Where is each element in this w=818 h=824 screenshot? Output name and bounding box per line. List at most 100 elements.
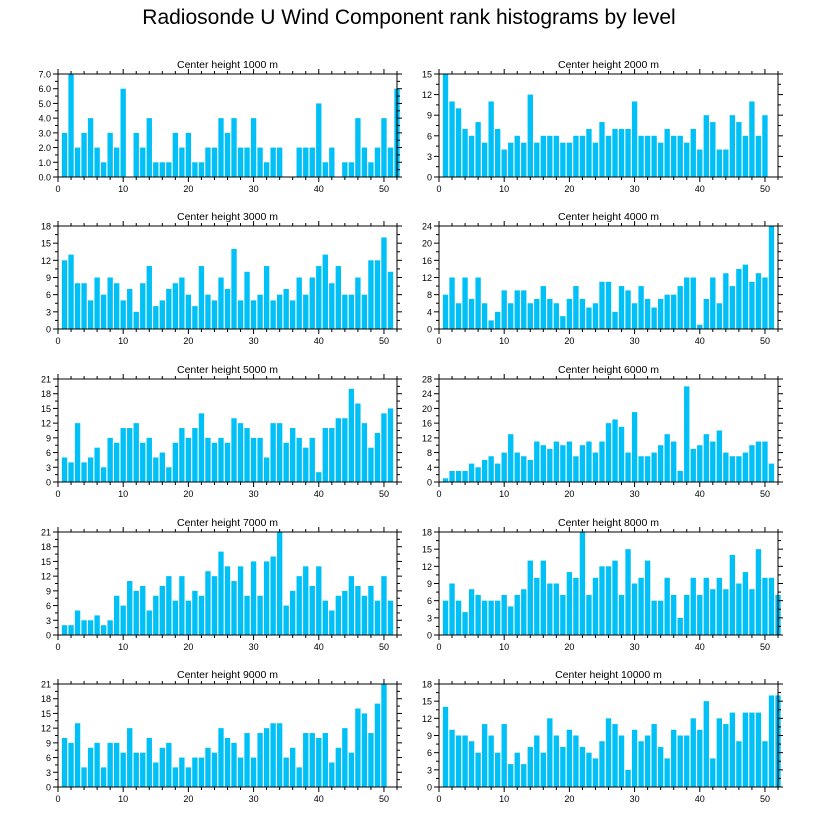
histogram-bar <box>348 576 355 635</box>
histogram-bar <box>81 620 87 635</box>
histogram-bar <box>442 600 449 635</box>
histogram-bar <box>462 470 468 482</box>
panel-title: Center height 5000 m <box>177 364 278 376</box>
histogram-bar <box>573 456 579 482</box>
histogram-bar <box>664 434 670 482</box>
y-tick-label: 0 <box>427 325 432 335</box>
histogram-bar <box>244 733 250 787</box>
histogram-bar <box>309 277 315 329</box>
histogram-bar <box>651 600 657 635</box>
histogram-bar <box>729 286 736 329</box>
histogram-bar <box>677 470 683 482</box>
histogram-bar <box>205 747 211 787</box>
histogram-bar <box>547 448 553 482</box>
x-tick-label: 0 <box>436 794 441 804</box>
histogram-bar <box>442 706 449 787</box>
histogram-bar <box>540 560 546 635</box>
histogram-bar <box>270 147 276 177</box>
histogram-bar <box>283 757 289 787</box>
y-tick-label: 3 <box>427 152 432 162</box>
histogram-bar <box>547 298 553 329</box>
histogram-bar <box>283 288 289 329</box>
histogram-bar <box>475 752 481 787</box>
y-tick-label: 5.0 <box>38 99 51 109</box>
histogram-bar <box>335 266 341 329</box>
histogram-bar <box>703 115 709 177</box>
histogram-bar <box>263 266 270 329</box>
y-tick-label: 16 <box>422 256 432 266</box>
histogram-bar <box>237 757 244 787</box>
histogram-bar <box>631 303 638 329</box>
histogram-bar <box>618 286 625 329</box>
x-tick-label: 40 <box>314 642 324 652</box>
x-tick-label: 0 <box>436 184 441 194</box>
histogram-bar <box>316 566 322 635</box>
histogram-bar <box>592 142 599 177</box>
histogram-bar <box>179 277 185 329</box>
histogram-bar <box>283 442 289 482</box>
histogram-bar <box>107 277 113 329</box>
histogram-bar <box>179 757 185 787</box>
histogram-bar <box>270 556 276 635</box>
histogram-bar <box>651 452 657 482</box>
histogram-bar <box>166 742 172 787</box>
histogram-bar <box>329 283 335 329</box>
panel-title: Center height 3000 m <box>177 211 278 223</box>
y-tick-label: 15 <box>41 557 51 567</box>
histogram-bar <box>488 456 494 482</box>
histogram-bar <box>159 452 165 482</box>
x-tick-label: 50 <box>379 794 389 804</box>
panel-6: Center height 6000 m 0 4 8 12 16 20 24 28 0 10 20 30… <box>422 364 783 499</box>
histogram-bar <box>566 441 573 482</box>
histogram-bar <box>342 418 348 482</box>
histogram-bar <box>270 300 276 329</box>
histogram-bar <box>211 442 218 482</box>
histogram-bar <box>527 746 533 787</box>
y-tick-label: 0 <box>46 478 51 488</box>
histogram-bar <box>553 303 560 329</box>
panel-1: Center height 1000 m 0.0 1.0 2.0 3.0 4.0 5.0 6.… <box>38 59 402 194</box>
histogram-bar <box>710 277 716 329</box>
histogram-bar <box>159 585 165 635</box>
histogram-bar <box>508 303 514 329</box>
histogram-bar <box>501 452 507 482</box>
histogram-bar <box>179 147 185 177</box>
y-tick-label: 9 <box>46 273 51 283</box>
histogram-bar <box>257 437 263 482</box>
x-tick-label: 50 <box>760 642 770 652</box>
histogram-bar <box>316 266 322 329</box>
histogram-bar <box>224 288 231 329</box>
histogram-bar <box>68 254 74 329</box>
histogram-bar <box>198 757 205 787</box>
histogram-bar <box>521 290 527 330</box>
histogram-bar <box>387 600 394 635</box>
histogram-bar <box>159 300 165 329</box>
y-tick-label: 0 <box>427 783 432 793</box>
histogram-bar <box>257 595 263 635</box>
histogram-bar <box>560 316 566 330</box>
histogram-bar <box>348 388 355 482</box>
y-tick-label: 16 <box>422 419 432 429</box>
histogram-bar <box>612 311 618 329</box>
histogram-bar <box>657 298 664 329</box>
histogram-bar <box>355 118 361 177</box>
y-tick-label: 0 <box>427 478 432 488</box>
histogram-bar <box>468 135 475 177</box>
histogram-bar <box>723 589 729 635</box>
histogram-bar <box>612 724 618 787</box>
histogram-bar <box>153 306 159 329</box>
x-tick-label: 0 <box>55 489 60 499</box>
x-tick-label: 20 <box>183 642 193 652</box>
histogram-bar <box>361 713 368 787</box>
x-tick-label: 20 <box>183 336 193 346</box>
x-tick-label: 0 <box>55 184 60 194</box>
histogram-bar <box>521 764 527 787</box>
histogram-bar <box>455 303 462 329</box>
histogram-bar <box>703 298 709 329</box>
histogram-bar <box>573 286 579 329</box>
histogram-bar <box>224 132 231 177</box>
histogram-bar <box>94 742 100 787</box>
y-tick-label: 6 <box>427 131 432 141</box>
histogram-bar <box>381 684 387 787</box>
